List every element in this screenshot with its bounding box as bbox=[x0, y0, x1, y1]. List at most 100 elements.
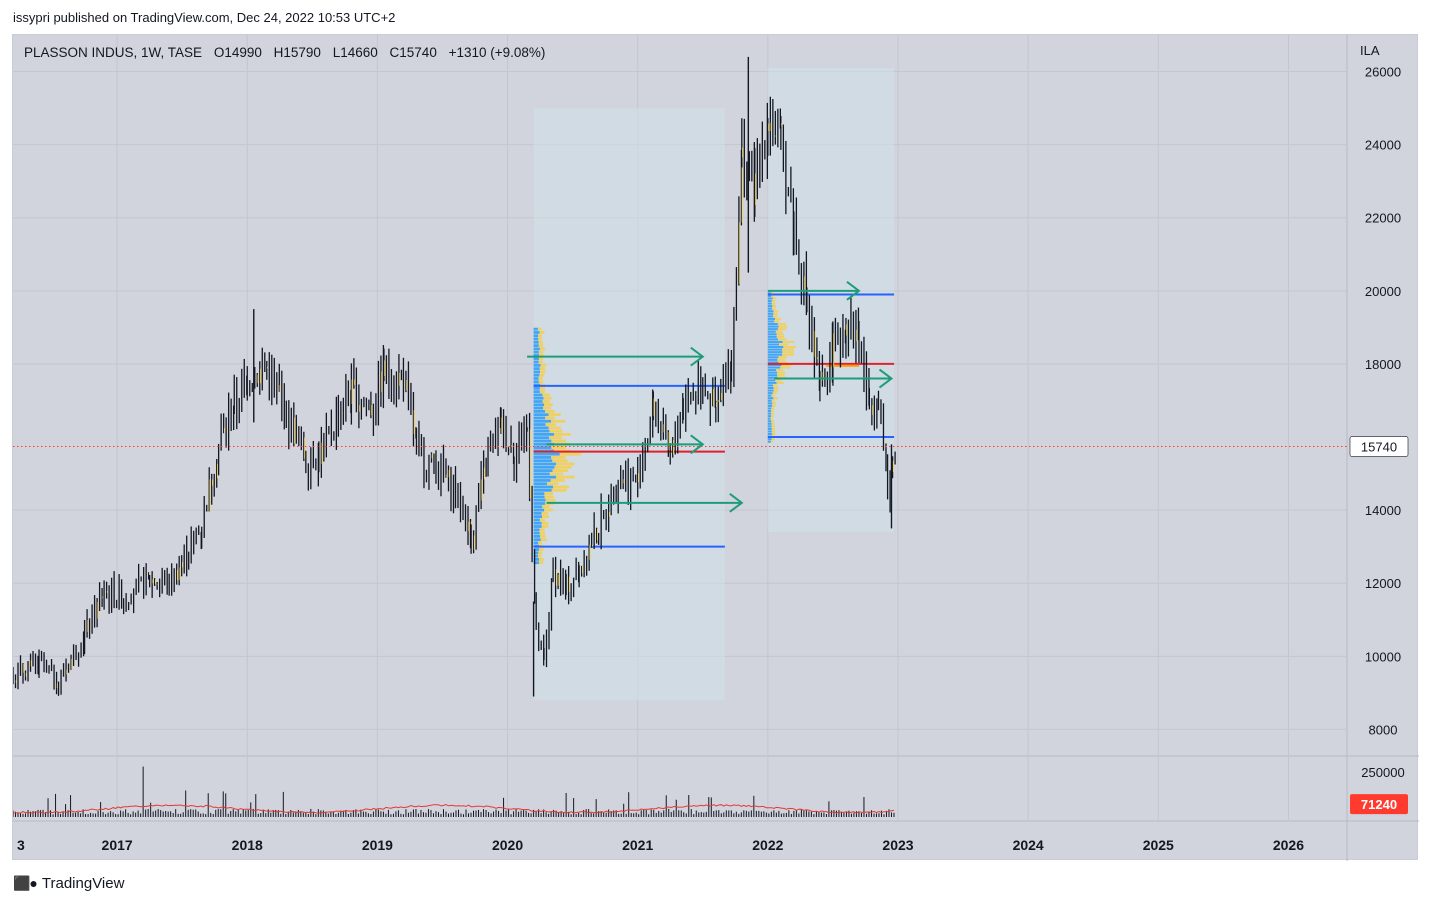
symbol-name: PLASSON INDUS, 1W, TASE bbox=[24, 45, 203, 60]
profile-bar-down bbox=[551, 488, 567, 492]
x-tick-label: 2025 bbox=[1143, 837, 1174, 853]
profile-bar-up bbox=[767, 323, 778, 326]
profile-bar-down bbox=[771, 302, 776, 305]
profile-bar-up bbox=[533, 541, 539, 545]
profile-bar-up bbox=[767, 297, 773, 300]
profile-bar-up bbox=[533, 429, 550, 433]
ohlc-open: O14990 bbox=[213, 45, 262, 60]
brand-name: TradingView bbox=[41, 875, 125, 892]
price-chart[interactable]: 8000 10000 12000 14000 18000 20000 22000 24000 2… bbox=[13, 35, 1419, 861]
profile-bar-up bbox=[533, 403, 545, 407]
profile-bar-down bbox=[549, 429, 563, 433]
profile-bar-up bbox=[767, 317, 776, 320]
profile-range-box bbox=[767, 67, 895, 533]
footer-brand[interactable]: ⬛● TradingView bbox=[13, 875, 124, 892]
profile-bar-up bbox=[533, 393, 543, 397]
profile-bar-down bbox=[773, 312, 778, 315]
profile-bar-down bbox=[777, 371, 785, 374]
profile-bar-down bbox=[544, 492, 554, 496]
profile-bar-up bbox=[533, 439, 552, 443]
profile-bar-up bbox=[767, 412, 772, 415]
profile-bar-up bbox=[533, 419, 552, 423]
profile-bar-down bbox=[553, 485, 570, 489]
profile-bar-down bbox=[540, 538, 547, 542]
profile-bar-up bbox=[533, 459, 553, 463]
profile-bar-down bbox=[770, 409, 774, 413]
x-tick-label: 2023 bbox=[882, 837, 913, 853]
profile-bar-down bbox=[771, 433, 776, 436]
profile-bar-up bbox=[533, 396, 544, 400]
profile-bar-down bbox=[771, 427, 776, 430]
profile-bar-up bbox=[767, 392, 773, 395]
profile-bar-up bbox=[767, 302, 772, 305]
profile-bar-up bbox=[533, 558, 540, 561]
profile-bar-up bbox=[767, 399, 772, 402]
profile-bar-up bbox=[533, 502, 546, 505]
profile-bar-up bbox=[767, 305, 773, 308]
profile-bar-up bbox=[533, 525, 542, 528]
profile-bar-up bbox=[767, 402, 773, 405]
profile-bar-up bbox=[533, 340, 539, 344]
profile-bar-up bbox=[533, 498, 546, 502]
profile-bar-down bbox=[539, 373, 545, 377]
profile-bar-down bbox=[538, 337, 543, 341]
profile-bar-down bbox=[771, 415, 774, 418]
profile-bar-up bbox=[767, 433, 772, 436]
volume-ma-line bbox=[13, 803, 895, 814]
profile-bar-down bbox=[543, 396, 552, 400]
profile-bar-down bbox=[538, 380, 544, 384]
profile-bar-up bbox=[533, 363, 541, 367]
arrow-annotation bbox=[527, 346, 705, 367]
chart-frame[interactable]: 8000 10000 12000 14000 18000 20000 22000 24000 2… bbox=[12, 34, 1419, 861]
profile-bar-up bbox=[767, 417, 771, 420]
profile-bar-down bbox=[778, 343, 789, 346]
profile-bar-up bbox=[767, 358, 778, 361]
profile-bar-down bbox=[539, 548, 544, 551]
profile-bar-up bbox=[767, 361, 779, 364]
profile-bar-up bbox=[767, 307, 772, 310]
profile-bar-down bbox=[770, 417, 773, 420]
arrow-head bbox=[729, 493, 744, 513]
profile-bar-down bbox=[782, 351, 795, 354]
profile-bar-up bbox=[533, 479, 551, 482]
profile-bar-up bbox=[533, 528, 540, 532]
profile-bar-down bbox=[539, 347, 546, 351]
profile-bar-down bbox=[539, 528, 545, 532]
profile-bar-down bbox=[550, 479, 565, 482]
profile-bar-down bbox=[782, 353, 794, 356]
profile-bar-down bbox=[547, 482, 559, 486]
symbol-legend: PLASSON INDUS, 1W, TASE O14990 H15790 L1… bbox=[24, 45, 553, 60]
profile-bar-down bbox=[556, 462, 575, 466]
profile-bar-up bbox=[767, 353, 783, 356]
profile-bar-up bbox=[767, 420, 772, 423]
y-tick-label: 10000 bbox=[1365, 649, 1401, 664]
profile-bar-up bbox=[533, 465, 555, 469]
profile-bar-up bbox=[767, 376, 778, 379]
profile-bar-up bbox=[533, 521, 542, 525]
profile-bar-down bbox=[538, 561, 544, 565]
profile-bar-up bbox=[533, 505, 543, 509]
volume-profile-2 bbox=[767, 67, 895, 533]
profile-bar-down bbox=[539, 331, 545, 334]
profile-bar-down bbox=[539, 367, 545, 371]
profile-bar-up bbox=[767, 369, 777, 372]
profile-bar-down bbox=[540, 363, 547, 367]
profile-bar-up bbox=[533, 495, 545, 499]
profile-bar-up bbox=[767, 422, 772, 425]
profile-bar-up bbox=[767, 404, 773, 407]
profile-bar-up bbox=[767, 397, 774, 400]
volume-pane bbox=[13, 766, 895, 817]
profile-bar-up bbox=[533, 485, 554, 489]
profile-bar-up bbox=[533, 416, 546, 420]
profile-bar-up bbox=[533, 344, 539, 347]
profile-bar-up bbox=[533, 327, 538, 331]
profile-bar-down bbox=[548, 413, 561, 417]
profile-bar-down bbox=[538, 551, 543, 555]
arrow-head bbox=[878, 368, 894, 389]
profile-bar-up bbox=[533, 433, 555, 436]
x-tick-label: 2021 bbox=[622, 837, 653, 853]
profile-bar-down bbox=[541, 521, 549, 525]
profile-bar-up bbox=[767, 356, 779, 359]
ohlc-high: H15790 bbox=[273, 45, 321, 60]
profile-bar-up bbox=[533, 367, 540, 371]
